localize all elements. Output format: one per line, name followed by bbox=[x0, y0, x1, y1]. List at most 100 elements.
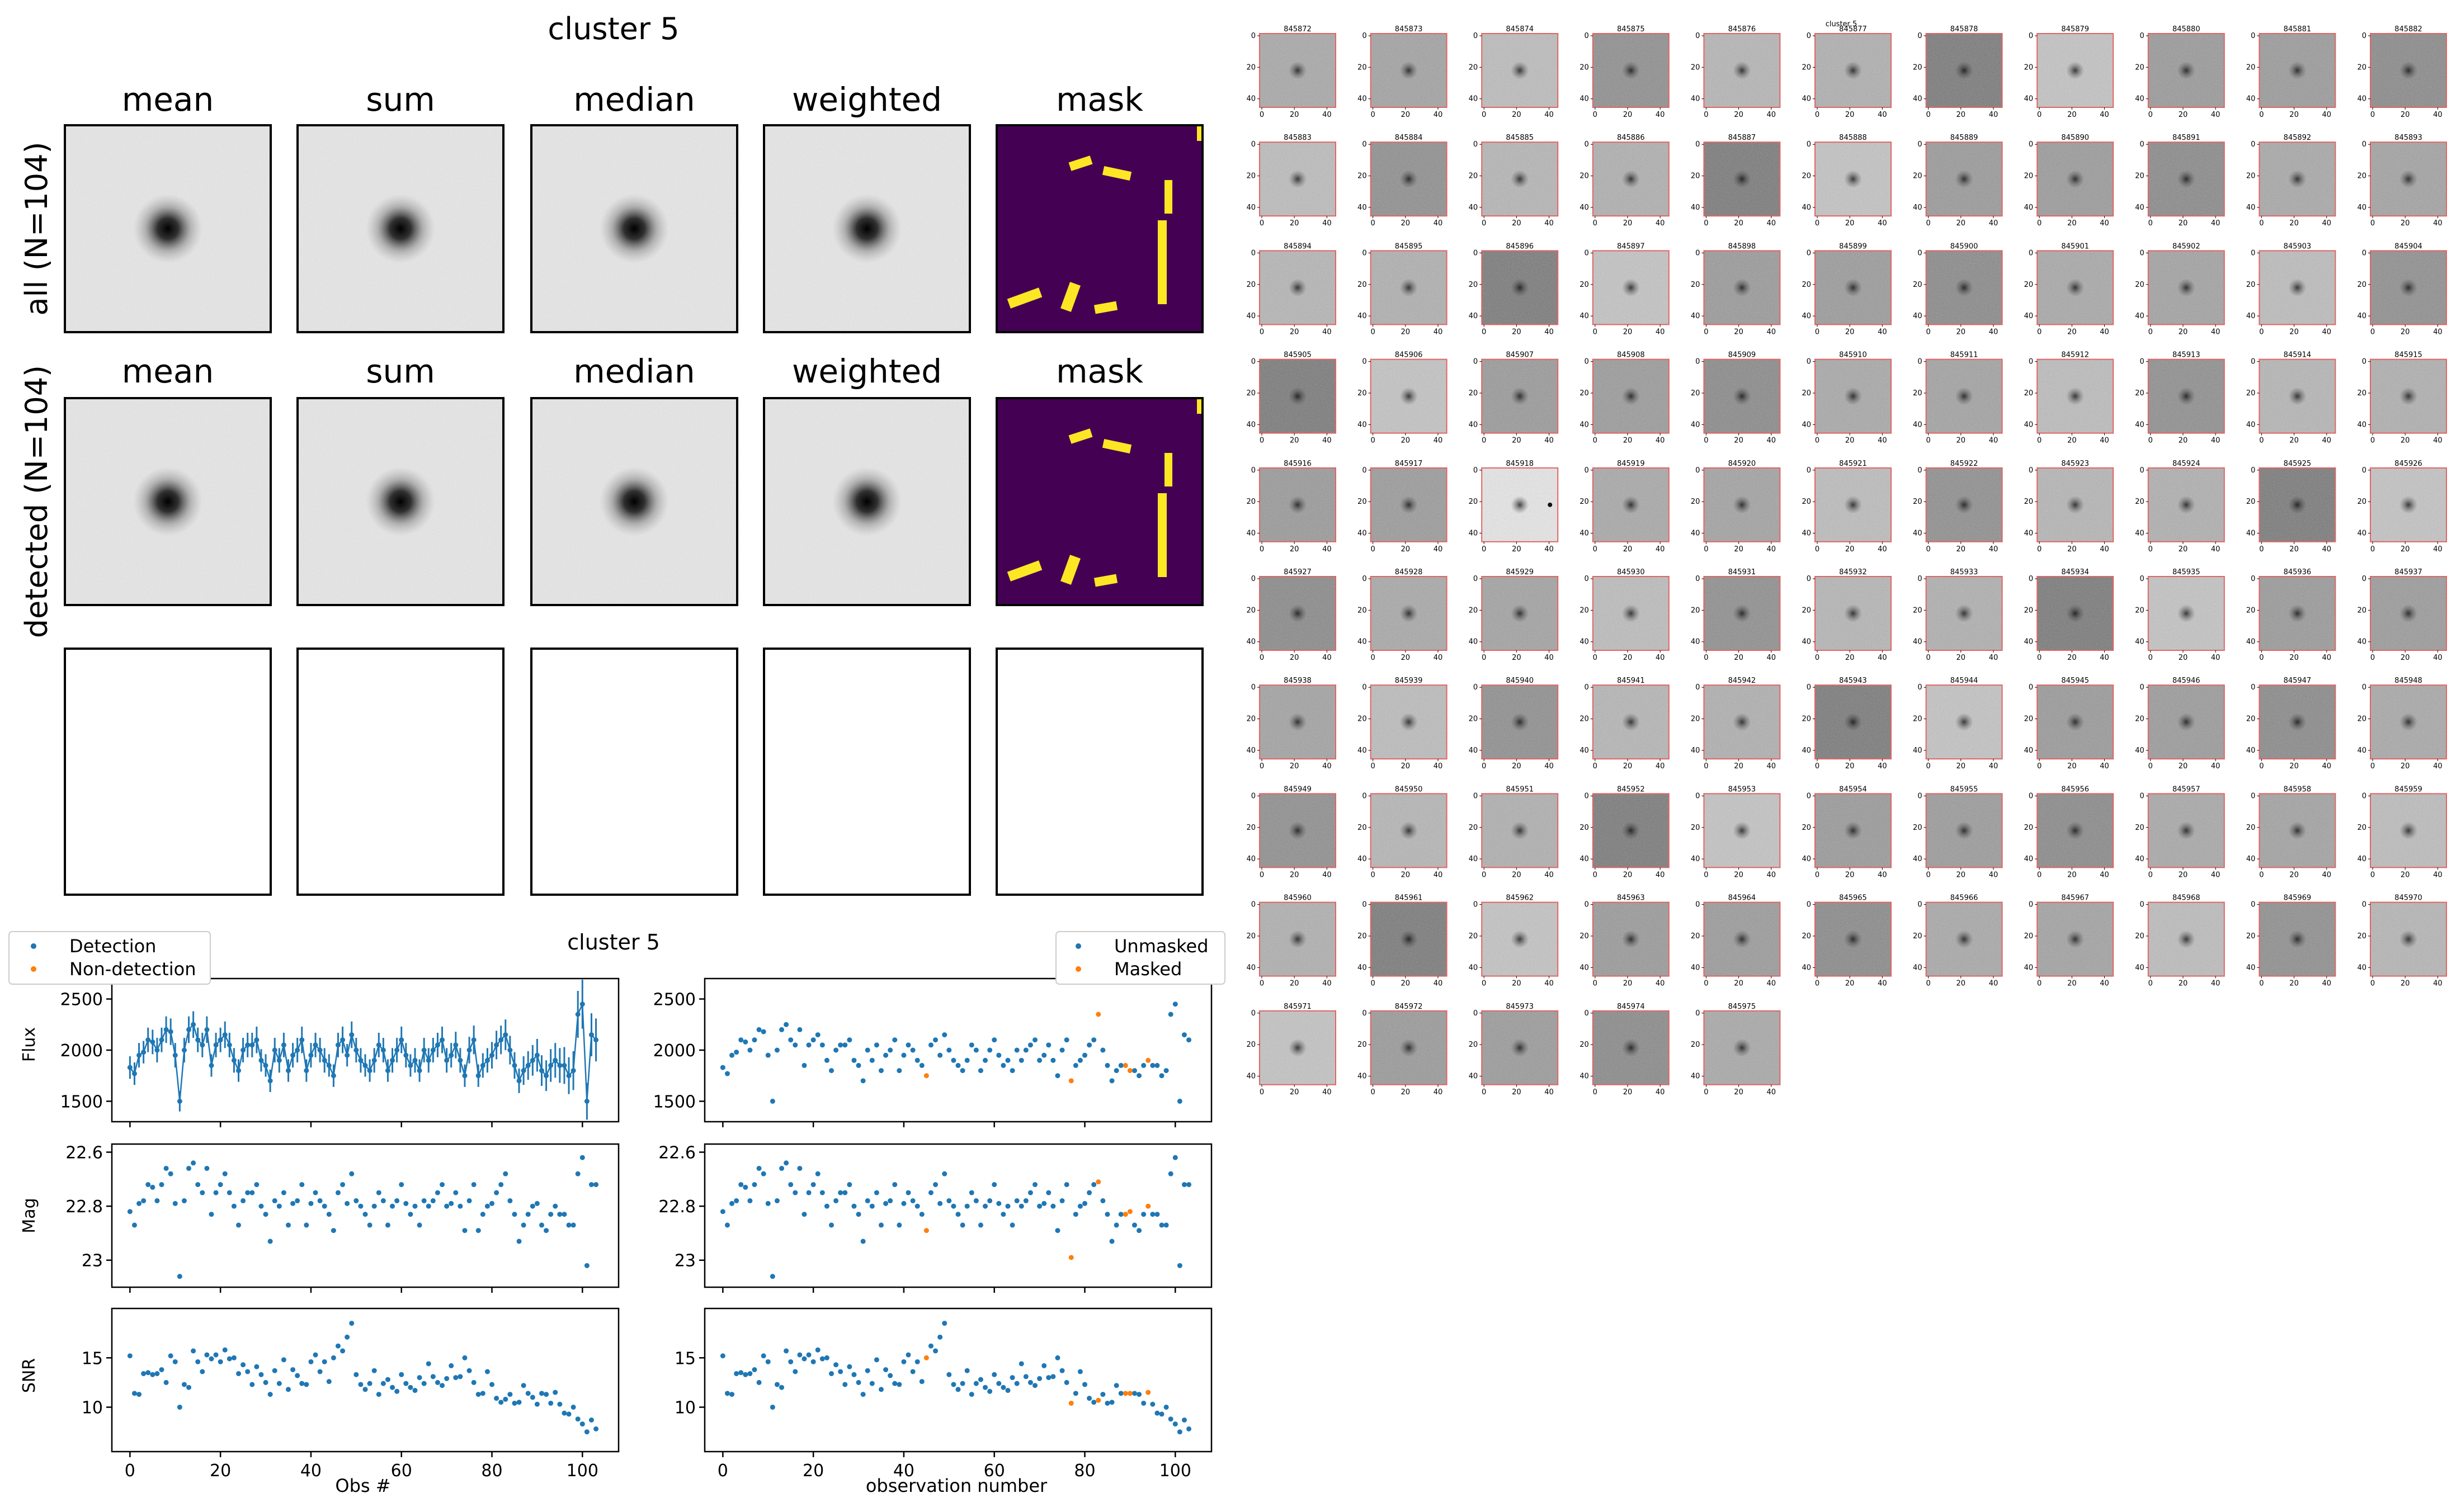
cutout-ytick-label: 0 bbox=[1251, 683, 1256, 692]
cutout-ytick-label: 20 bbox=[1246, 715, 1256, 724]
cutout-ytick-label: 40 bbox=[2135, 530, 2144, 538]
data-point bbox=[724, 1071, 730, 1076]
data-point bbox=[761, 1353, 766, 1359]
data-point bbox=[371, 1368, 377, 1373]
cutout-xtick-label: 40 bbox=[1322, 980, 1332, 988]
cutout-ytick-label: 20 bbox=[1469, 715, 1478, 724]
cutout-xtick-label: 20 bbox=[1512, 980, 1521, 988]
cutout-source bbox=[2066, 495, 2085, 514]
cutout-xtick-label: 20 bbox=[2401, 545, 2410, 554]
mask-blob bbox=[1093, 301, 1118, 314]
cutout-xtick-label: 20 bbox=[1845, 219, 1855, 228]
cutout-xtick-label: 40 bbox=[1544, 654, 1554, 662]
data-point bbox=[579, 1155, 585, 1160]
cutout-source bbox=[1289, 821, 1307, 840]
data-point bbox=[231, 1203, 237, 1209]
cutout-source bbox=[2066, 387, 2085, 405]
cutout-ytick-label: 20 bbox=[1691, 498, 1700, 506]
cutout-source bbox=[1955, 604, 1973, 622]
cutout-ytick-label: 40 bbox=[1246, 638, 1256, 646]
cutout-frame bbox=[1259, 1010, 1336, 1085]
cutout-frame bbox=[1592, 141, 1670, 217]
cutout-ytick-label: 0 bbox=[2140, 466, 2144, 475]
data-point bbox=[824, 1355, 829, 1360]
cutout-id: 845937 bbox=[2394, 568, 2422, 577]
data-point bbox=[1082, 1382, 1087, 1387]
cutout-xtick-label: 40 bbox=[2433, 437, 2443, 445]
data-point bbox=[1118, 1062, 1124, 1068]
cutout-xtick-label: 20 bbox=[1401, 328, 1411, 336]
stack-panel bbox=[763, 124, 971, 333]
cutout-ytick-label: 40 bbox=[2135, 963, 2144, 972]
legend-left: Detection Non-detection bbox=[8, 931, 211, 985]
cutout-frame bbox=[2259, 33, 2336, 108]
cutout-source bbox=[1289, 278, 1307, 297]
cutout-ytick-label: 20 bbox=[2246, 606, 2256, 615]
data-point bbox=[906, 1190, 911, 1196]
data-point bbox=[1073, 1062, 1078, 1068]
data-point bbox=[127, 1353, 133, 1359]
cutout-source bbox=[1844, 713, 1862, 731]
cutout-xtick-label: 20 bbox=[1401, 111, 1411, 119]
cutout-source bbox=[2288, 821, 2307, 840]
cutout-source bbox=[1511, 495, 1529, 514]
legend-right-unmasked: Unmasked bbox=[1114, 935, 1209, 957]
cutout-ytick-label: 40 bbox=[1913, 530, 1922, 538]
cutout-id: 845902 bbox=[2172, 242, 2200, 251]
cutout-ytick-label: 40 bbox=[2357, 638, 2366, 646]
cutout-ytick-label: 40 bbox=[2246, 746, 2256, 755]
cutout-ytick-label: 0 bbox=[1807, 792, 1811, 800]
cutout-ytick-label: 20 bbox=[2024, 172, 2034, 181]
source-psf bbox=[133, 467, 202, 536]
cutout-ytick-label: 40 bbox=[2246, 95, 2256, 103]
cutout-xtick-label: 20 bbox=[1734, 762, 1743, 771]
legend-left-detection: Detection bbox=[69, 935, 156, 957]
data-point bbox=[512, 1212, 517, 1217]
cutout-source bbox=[2288, 387, 2307, 405]
data-point bbox=[1127, 1209, 1133, 1215]
cutout-ytick-label: 20 bbox=[1469, 63, 1478, 72]
cutout-ytick-label: 0 bbox=[1362, 32, 1366, 40]
data-point bbox=[195, 1359, 201, 1364]
cutout-id: 845938 bbox=[1284, 677, 1312, 685]
cutout-xtick-label: 20 bbox=[2401, 871, 2410, 879]
data-point bbox=[534, 1401, 540, 1407]
cutout-ytick-label: 0 bbox=[2029, 901, 2033, 909]
data-point bbox=[218, 1359, 223, 1364]
cutout-ytick-label: 20 bbox=[1580, 172, 1589, 181]
data-point bbox=[584, 1429, 590, 1435]
cutout-xtick-label: 40 bbox=[1544, 437, 1554, 445]
data-point bbox=[1091, 1400, 1097, 1405]
cutout-xtick-label: 20 bbox=[2401, 437, 2410, 445]
cutout-xtick-label: 0 bbox=[1593, 328, 1597, 336]
data-point bbox=[987, 1047, 993, 1053]
data-point bbox=[883, 1052, 889, 1058]
cutout-xtick-label: 40 bbox=[1989, 980, 1998, 988]
cutout-ytick-label: 0 bbox=[1362, 901, 1366, 909]
cutout-ytick-label: 20 bbox=[2246, 715, 2256, 724]
cutout-ytick-label: 20 bbox=[1580, 1041, 1589, 1049]
cutout-id: 845900 bbox=[1950, 242, 1978, 251]
cutout-ytick-label: 40 bbox=[1691, 855, 1700, 863]
data-point bbox=[833, 1198, 839, 1203]
cutout-source bbox=[2399, 713, 2417, 731]
data-point bbox=[290, 1201, 296, 1206]
data-point bbox=[1181, 1418, 1187, 1423]
cutout-xtick-label: 20 bbox=[1734, 328, 1743, 336]
cutout-source bbox=[1511, 821, 1529, 840]
cutout-xtick-label: 0 bbox=[1593, 111, 1597, 119]
cutout-xtick-label: 20 bbox=[2179, 111, 2188, 119]
data-point bbox=[919, 1062, 925, 1068]
cutout-ytick-label: 20 bbox=[2357, 281, 2366, 289]
panel-frame bbox=[296, 397, 505, 606]
data-point bbox=[765, 1359, 771, 1364]
data-point bbox=[353, 1372, 359, 1377]
data-point bbox=[838, 1042, 843, 1048]
ytick-label: 1500 bbox=[653, 1092, 696, 1112]
